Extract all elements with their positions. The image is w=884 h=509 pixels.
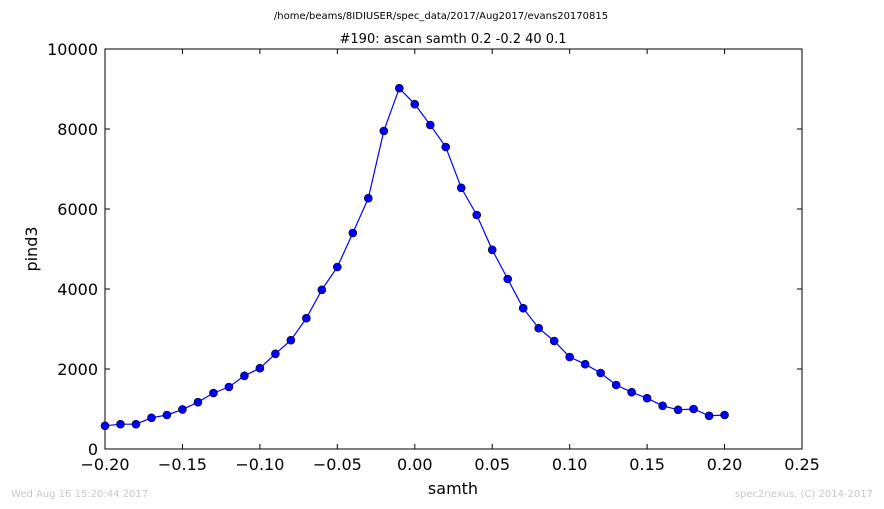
x-axis-label: samth bbox=[428, 479, 478, 498]
data-point bbox=[658, 401, 667, 411]
data-point bbox=[116, 419, 125, 429]
data-point bbox=[209, 388, 218, 398]
data-point bbox=[487, 245, 497, 255]
data-point bbox=[224, 382, 234, 392]
x-tick-label: 0.00 bbox=[397, 455, 433, 474]
plot-area bbox=[104, 48, 803, 450]
data-point bbox=[348, 228, 358, 238]
data-point bbox=[240, 371, 249, 381]
y-tick-label: 10000 bbox=[47, 40, 98, 59]
data-point bbox=[596, 368, 605, 378]
y-tick-label: 2000 bbox=[57, 360, 98, 379]
data-point bbox=[193, 397, 203, 407]
x-axis: −0.20 −0.15 −0.10 −0.05 0.00 0.05 0.10 0.15 0.20… bbox=[80, 49, 820, 474]
data-point bbox=[394, 83, 404, 93]
data-point bbox=[410, 99, 420, 109]
data-point bbox=[178, 405, 187, 414]
data-point bbox=[704, 411, 714, 421]
x-tick-label: −0.20 bbox=[80, 455, 129, 474]
data-point bbox=[364, 193, 373, 203]
y-tick-label: 4000 bbox=[57, 280, 98, 299]
data-point bbox=[580, 359, 590, 369]
data-point bbox=[379, 126, 389, 136]
data-point bbox=[441, 142, 451, 152]
data-point bbox=[131, 419, 141, 429]
data-point bbox=[565, 352, 574, 362]
data-point bbox=[286, 335, 296, 345]
x-tick-label: 0.05 bbox=[474, 455, 510, 474]
data-point bbox=[472, 210, 482, 220]
data-point bbox=[518, 303, 528, 313]
y-tick-label: 6000 bbox=[57, 200, 98, 219]
data-point bbox=[689, 404, 698, 414]
data-point bbox=[534, 323, 543, 333]
file-path-title: /home/beams/8IDIUSER/spec_data/2017/Aug2… bbox=[274, 11, 608, 22]
y-axis: 0 2000 4000 6000 8000 10000 bbox=[47, 40, 802, 459]
y-axis-label: pind3 bbox=[22, 226, 41, 271]
data-point bbox=[271, 349, 280, 359]
x-tick-label: −0.15 bbox=[158, 455, 207, 474]
x-tick-label: 0.15 bbox=[629, 455, 665, 474]
x-tick-label: −0.10 bbox=[235, 455, 284, 474]
data-point bbox=[333, 262, 342, 272]
data-point bbox=[147, 413, 156, 423]
data-point bbox=[162, 410, 172, 420]
data-point bbox=[100, 421, 110, 431]
data-point bbox=[642, 393, 652, 403]
data-point bbox=[549, 336, 559, 346]
y-tick-label: 0 bbox=[88, 440, 98, 459]
data-point bbox=[611, 380, 621, 390]
chart-title: #190: ascan samth 0.2 -0.2 40 0.1 bbox=[340, 32, 567, 47]
x-tick-label: −0.05 bbox=[313, 455, 362, 474]
data-point bbox=[255, 363, 265, 373]
data-point bbox=[627, 387, 636, 397]
data-point bbox=[720, 410, 729, 420]
data-point bbox=[425, 120, 435, 130]
footer-credit: spec2nexus, (C) 2014-2017 bbox=[734, 489, 873, 500]
data-point bbox=[503, 274, 513, 284]
x-tick-label: 0.10 bbox=[552, 455, 588, 474]
footer-timestamp: Wed Aug 16 15:20:44 2017 bbox=[11, 489, 149, 500]
data-point bbox=[302, 313, 311, 323]
y-tick-label: 8000 bbox=[57, 120, 98, 139]
series-markers bbox=[100, 83, 729, 431]
x-tick-label: 0.25 bbox=[784, 455, 820, 474]
data-point bbox=[317, 285, 327, 295]
data-point bbox=[456, 183, 466, 193]
x-tick-label: 0.20 bbox=[707, 455, 743, 474]
data-point bbox=[673, 405, 683, 415]
